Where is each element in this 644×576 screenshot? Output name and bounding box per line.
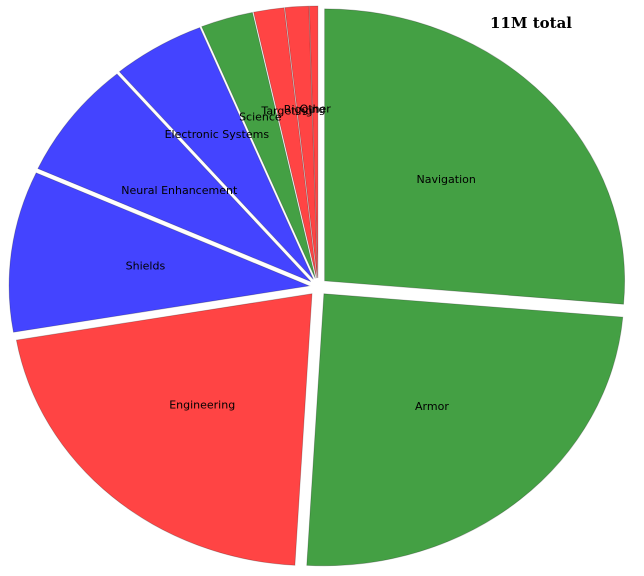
pie-slice — [306, 293, 624, 567]
slice-label: Navigation — [417, 173, 476, 186]
slice-label: Targeting — [260, 105, 312, 118]
pie-slice — [201, 11, 316, 279]
slice-label: Shields — [126, 260, 166, 273]
pie-slice — [37, 73, 312, 282]
slice-label: Engineering — [169, 398, 235, 411]
pie-slice — [308, 5, 319, 279]
slice-label: Electronic Systems — [165, 128, 270, 141]
pie-slice — [284, 5, 318, 279]
slice-label: Other — [300, 102, 332, 115]
chart-title: 11M total — [490, 14, 572, 32]
pie-slice — [118, 27, 314, 280]
slice-label: Neural Enhancement — [121, 184, 238, 197]
pie-slice — [8, 172, 311, 333]
pie-slice — [253, 7, 317, 279]
slice-label: Science — [239, 110, 282, 123]
pie-slice — [15, 293, 313, 566]
pie-slice — [324, 8, 626, 305]
slice-label: Armor — [415, 400, 449, 413]
slice-label: Rigging — [284, 103, 326, 116]
